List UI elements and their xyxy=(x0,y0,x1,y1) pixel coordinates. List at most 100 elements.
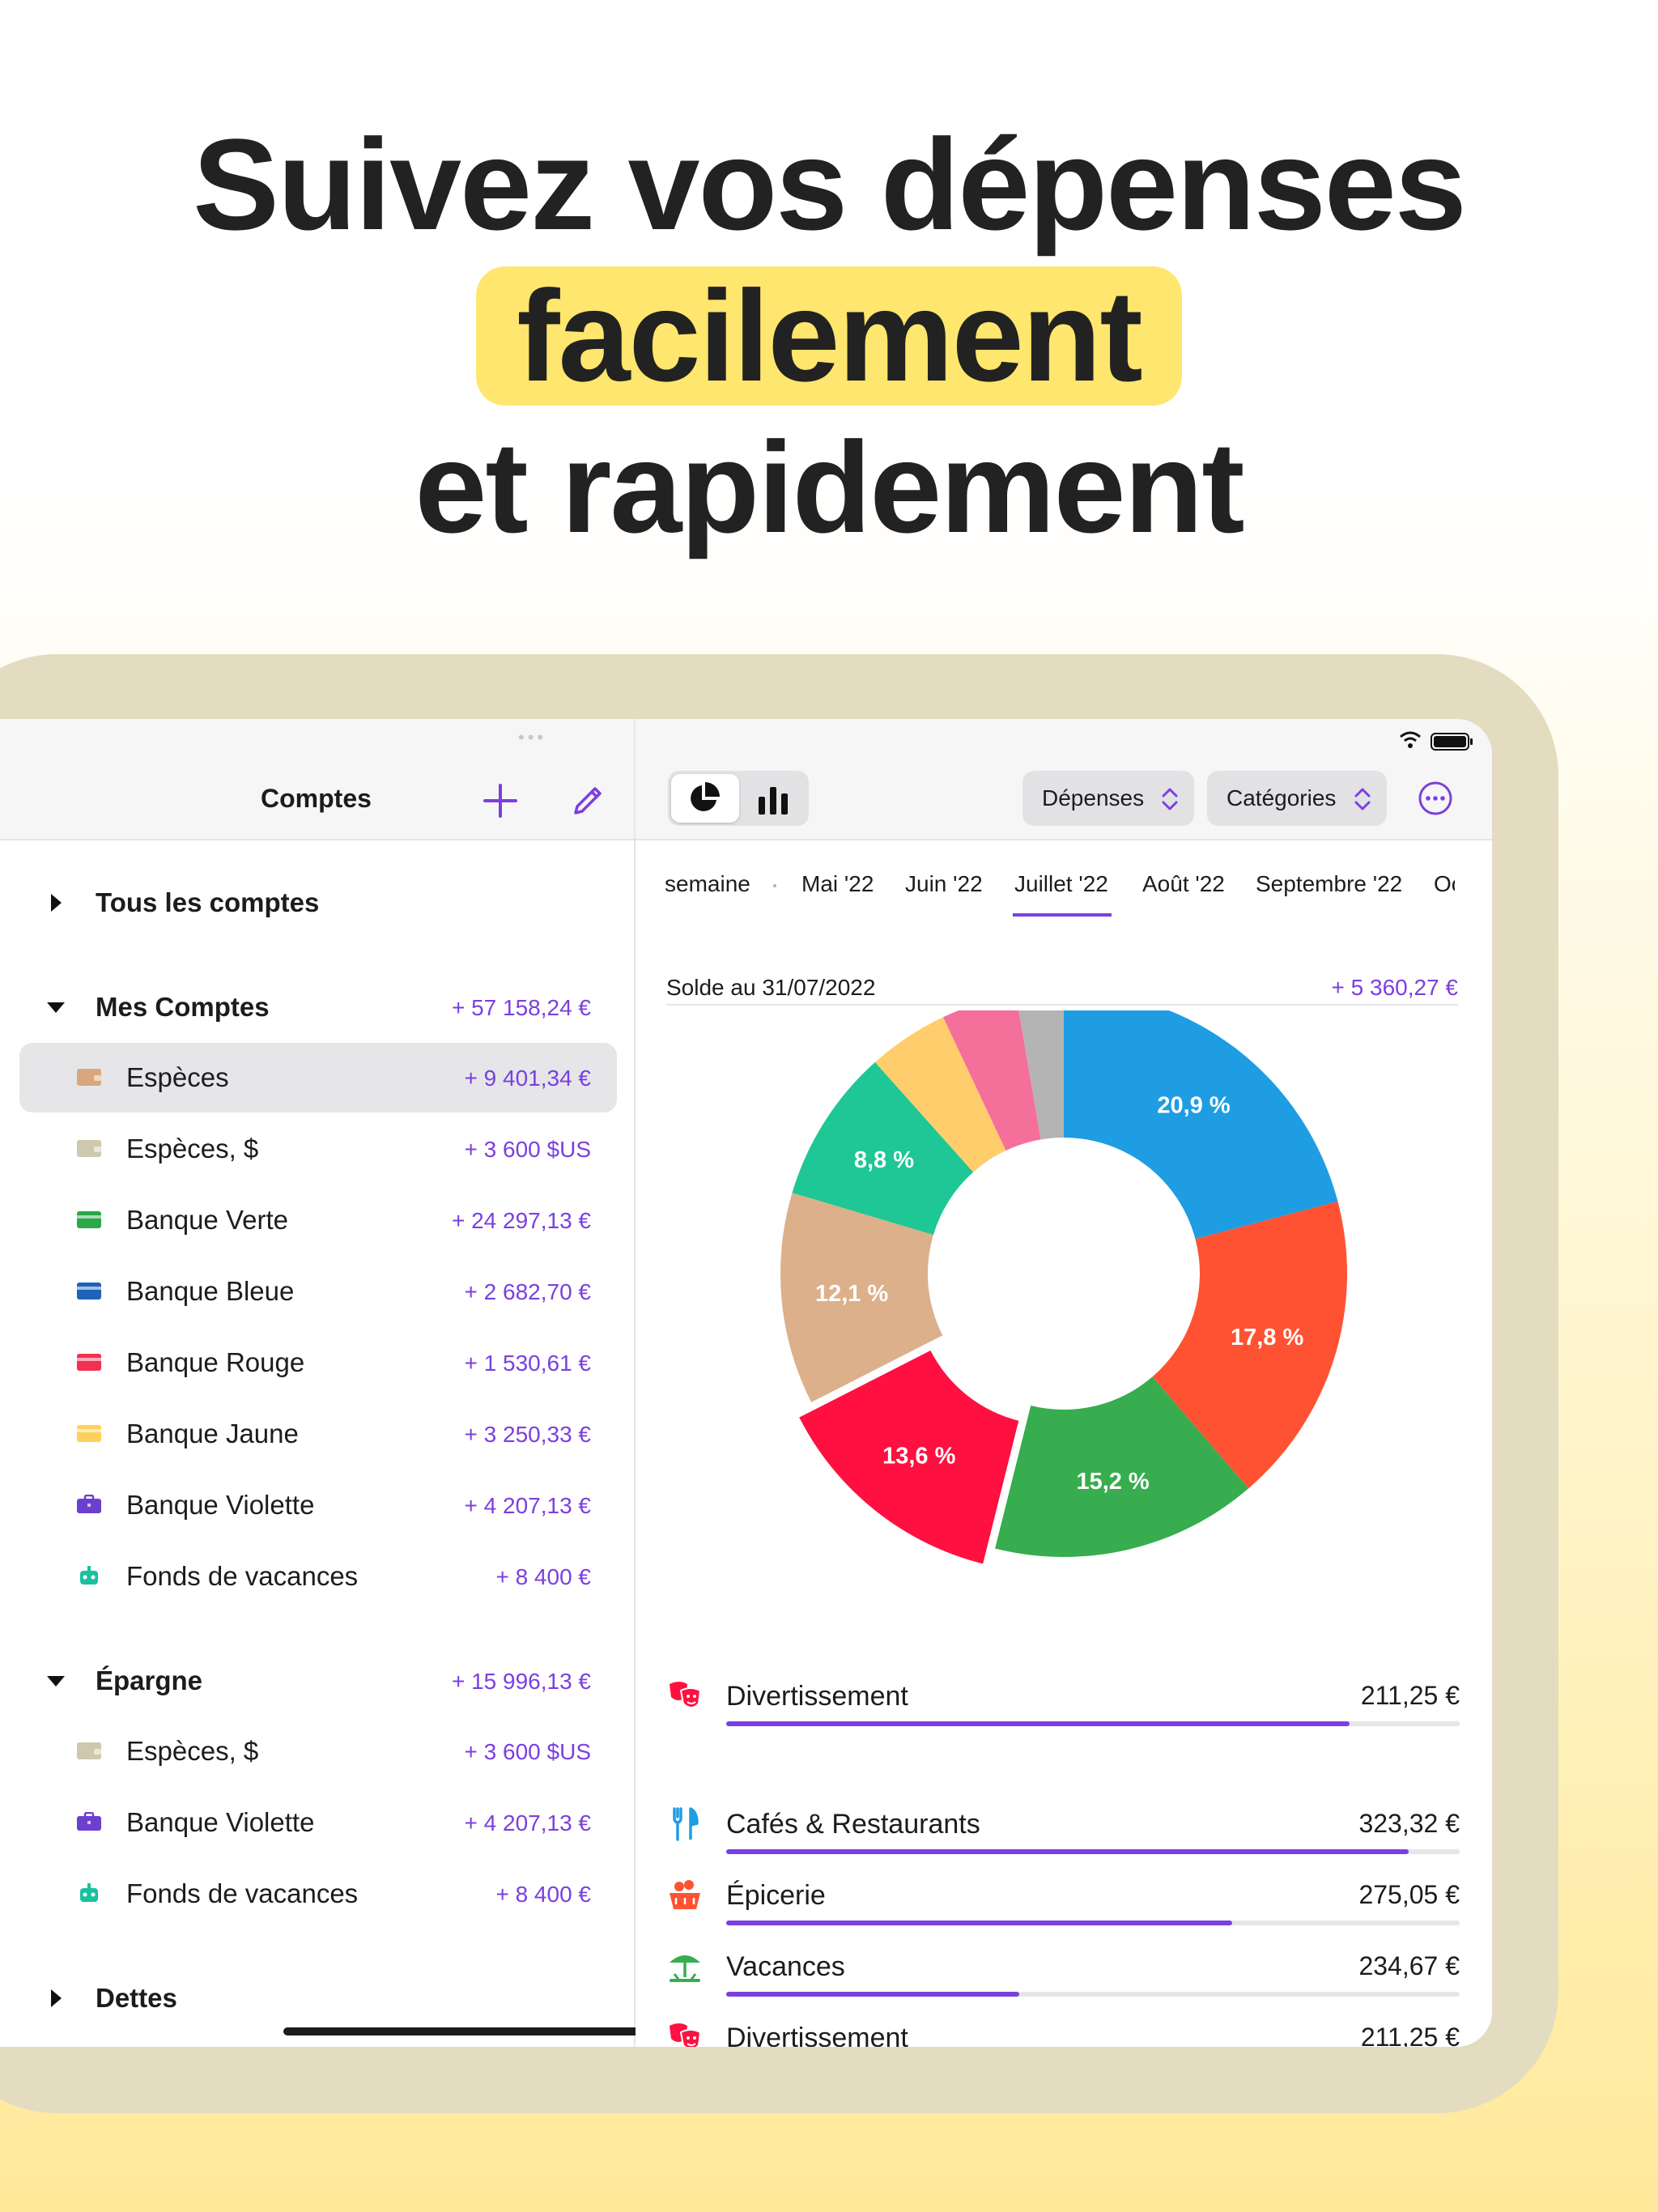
category-amount: 275,05 € xyxy=(1358,1880,1460,1909)
disclosure-right-icon[interactable] xyxy=(45,892,66,913)
category-name: Divertissement xyxy=(726,1681,908,1712)
account-label: Banque Violette xyxy=(126,1490,315,1520)
edit-accounts-button[interactable] xyxy=(569,782,606,819)
headline-line-3: et rapidement xyxy=(414,415,1244,559)
account-row[interactable]: Banque Jaune + 3 250,33 € xyxy=(19,1399,617,1469)
account-label: Espèces, $ xyxy=(126,1736,259,1766)
category-progress-track xyxy=(726,1992,1460,1997)
account-amount: + 4 207,13 € xyxy=(464,1493,591,1518)
account-amount: + 3 600 $US xyxy=(464,1739,591,1764)
group-filter-button[interactable]: Catégories xyxy=(1207,771,1387,826)
multitasking-dots[interactable]: ••• xyxy=(518,727,547,747)
category-amount: 211,25 € xyxy=(1360,1681,1460,1710)
theater-masks-icon xyxy=(670,2023,702,2047)
category-row[interactable]: Épicerie 275,05 € xyxy=(666,1872,1460,1937)
tab-july[interactable]: Juillet '22 xyxy=(1014,871,1108,896)
account-row[interactable]: Banque Rouge + 1 530,61 € xyxy=(19,1328,617,1397)
sidebar-title: Comptes xyxy=(261,784,372,813)
account-label: Banque Bleue xyxy=(126,1276,295,1306)
tab-may[interactable]: Mai '22 xyxy=(801,871,874,896)
category-progress-fill xyxy=(726,1992,1020,1997)
account-group-row[interactable]: Tous les comptes xyxy=(19,868,617,938)
category-progress-track xyxy=(726,1849,1460,1854)
wallet-icon xyxy=(77,1742,101,1759)
donut-slice-label: 13,6 % xyxy=(882,1444,955,1470)
account-row[interactable]: Fonds de vacances + 8 400 € xyxy=(19,1542,617,1611)
category-row[interactable]: Cafés & Restaurants 323,32 € xyxy=(666,1801,1460,1865)
wallet-icon xyxy=(77,1069,101,1086)
disclosure-right-icon[interactable] xyxy=(45,1988,66,2009)
headline-highlight: facilement xyxy=(476,266,1182,406)
card-icon xyxy=(77,1211,101,1228)
card-icon xyxy=(77,1354,101,1371)
beach-umbrella-icon xyxy=(670,1955,700,1982)
donut-slice[interactable] xyxy=(799,1351,1019,1564)
account-row[interactable]: Espèces + 9 401,34 € xyxy=(19,1043,617,1112)
account-amount: + 8 400 € xyxy=(495,1564,591,1589)
account-group-label: Mes Comptes xyxy=(96,992,270,1022)
type-filter-button[interactable]: Dépenses xyxy=(1022,771,1194,826)
category-progress-track xyxy=(726,1721,1460,1726)
account-row[interactable]: Banque Verte + 24 297,13 € xyxy=(19,1185,617,1255)
donut-slice-label: 8,8 % xyxy=(854,1147,914,1173)
category-amount: 323,32 € xyxy=(1358,1809,1460,1838)
briefcase-icon xyxy=(77,1812,101,1831)
tab-june[interactable]: Juin '22 xyxy=(905,871,983,896)
donut-slice[interactable] xyxy=(942,1010,1041,1151)
category-amount: 211,25 € xyxy=(1360,2023,1460,2047)
balance-label: Solde au 31/07/2022 xyxy=(666,975,876,1000)
add-account-button[interactable] xyxy=(482,782,519,819)
donut-slice[interactable] xyxy=(874,1017,1006,1172)
account-row[interactable]: Fonds de vacances + 8 400 € xyxy=(19,1859,617,1929)
category-row[interactable]: Divertissement 211,25 € xyxy=(666,1673,1460,1738)
account-amount: + 2 682,70 € xyxy=(464,1279,591,1304)
account-group-row[interactable]: Mes Comptes + 57 158,24 € xyxy=(19,972,617,1042)
account-group-total: + 57 158,24 € xyxy=(451,995,591,1020)
theater-masks-icon xyxy=(670,1682,702,1708)
donut-slice[interactable] xyxy=(792,1061,974,1236)
account-label: Banque Violette xyxy=(126,1807,315,1837)
donut-slice[interactable] xyxy=(995,1376,1249,1557)
chart-type-toggle[interactable] xyxy=(668,771,809,826)
tab-october[interactable]: Oct xyxy=(1434,871,1455,896)
bar-chart-icon[interactable] xyxy=(757,784,789,815)
app-screen: ••• Comptes Tous les comptes Mes Comptes +… xyxy=(0,719,1492,2047)
donut-slice[interactable] xyxy=(780,1193,943,1402)
account-group-label: Dettes xyxy=(96,1983,177,2013)
account-row[interactable]: Espèces, $ + 3 600 $US xyxy=(19,1114,617,1184)
tab-week[interactable]: semaine xyxy=(665,871,750,896)
briefcase-icon xyxy=(77,1495,101,1513)
more-options-icon[interactable] xyxy=(1418,781,1453,816)
account-group-row[interactable]: Dettes xyxy=(19,1963,617,2033)
tab-september[interactable]: Septembre '22 xyxy=(1256,871,1403,896)
type-filter-label: Dépenses xyxy=(1042,785,1145,810)
donut-slice-label: 17,8 % xyxy=(1231,1325,1303,1351)
balance-amount: + 5 360,27 € xyxy=(1331,975,1458,1000)
account-group-row[interactable]: Épargne + 15 996,13 € xyxy=(19,1646,617,1716)
account-amount: + 9 401,34 € xyxy=(464,1066,591,1091)
headline: Suivez vos dépenses facilement et rapide… xyxy=(0,109,1658,563)
account-row[interactable]: Banque Bleue + 2 682,70 € xyxy=(19,1257,617,1326)
expense-donut-chart[interactable]: 20,9 % 17,8 % 15,2 % 13,6 % 12,1 % 8,8 % xyxy=(636,1010,1492,1642)
donut-slice[interactable] xyxy=(1152,1201,1347,1489)
disclosure-down-icon[interactable] xyxy=(45,997,66,1018)
donut-slice[interactable] xyxy=(1016,1010,1064,1140)
category-name: Vacances xyxy=(726,1951,845,1982)
category-progress-fill xyxy=(726,1721,1350,1726)
wallet-icon xyxy=(77,1140,101,1157)
account-row[interactable]: Banque Violette + 4 207,13 € xyxy=(19,1470,617,1540)
account-label: Espèces xyxy=(126,1062,229,1092)
donut-slice[interactable] xyxy=(1064,1010,1338,1240)
home-indicator xyxy=(283,2027,793,2035)
account-row[interactable]: Banque Violette + 4 207,13 € xyxy=(19,1788,617,1857)
tab-august[interactable]: Août '22 xyxy=(1142,871,1225,896)
category-row[interactable]: Divertissement 211,25 € xyxy=(666,2014,1460,2047)
account-label: Banque Rouge xyxy=(126,1347,305,1377)
account-amount: + 24 297,13 € xyxy=(451,1208,591,1233)
account-row[interactable]: Espèces, $ + 3 600 $US xyxy=(19,1716,617,1786)
category-row[interactable]: Vacances 234,67 € xyxy=(666,1943,1460,2008)
tab-separator xyxy=(773,884,776,887)
account-label: Banque Verte xyxy=(126,1205,288,1235)
disclosure-down-icon[interactable] xyxy=(45,1670,66,1691)
active-tab-indicator xyxy=(1013,913,1112,917)
